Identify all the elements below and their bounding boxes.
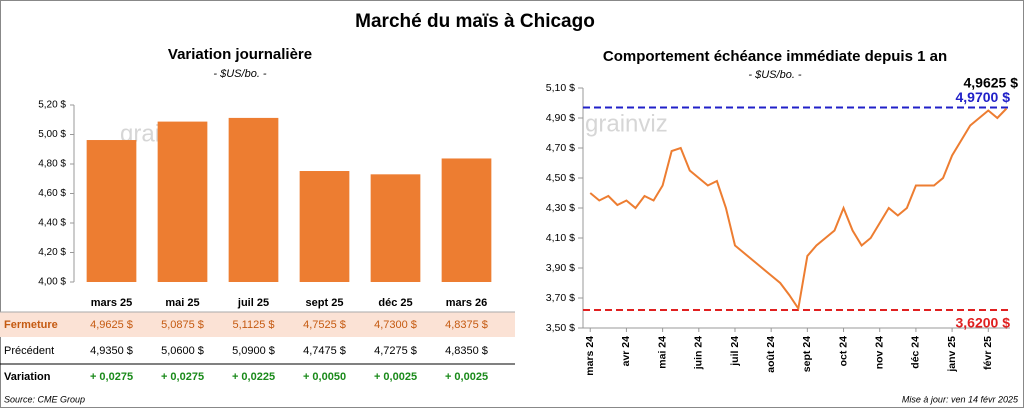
table-cell: + 0,0025 [374,371,417,383]
x-tick-label: juin 24 [693,336,705,370]
chart-title: Variation journalière [168,46,312,63]
value-label: 4,7525 $ [303,319,346,331]
bar [157,121,208,282]
y-tick-label: 4,10 $ [546,232,575,244]
row-label: Variation [4,371,51,383]
y-tick-label: 4,70 $ [546,142,575,154]
table-cell: 5,0600 $ [161,345,204,357]
x-tick-label: déc 25 [378,297,412,309]
x-tick-label: mars 24 [584,336,596,376]
x-tick-label: févr 25 [982,336,994,370]
x-tick-label: sept 24 [801,336,813,372]
x-tick-label: juil 25 [237,297,269,309]
value-label: 4,7300 $ [374,319,417,331]
y-tick-label: 4,40 $ [38,218,66,229]
x-tick-label: nov 24 [874,336,886,369]
watermark: grainviz [585,110,668,137]
y-tick-label: 4,60 $ [38,188,66,199]
y-tick-label: 5,20 $ [38,100,66,111]
table-cell: 4,7475 $ [303,345,346,357]
bar [370,174,421,282]
table-cell: + 0,0225 [232,371,275,383]
x-tick-label: mars 26 [446,297,488,309]
y-tick-label: 5,00 $ [38,129,66,140]
bar [299,171,350,282]
y-tick-label: 4,90 $ [546,112,575,124]
table-cell: + 0,0275 [161,371,204,383]
table-cell: + 0,0025 [445,371,488,383]
value-label: 5,0875 $ [161,319,204,331]
updated: Mise à jour: ven 14 févr 2025 [902,394,1019,404]
x-tick-label: déc 24 [910,336,922,369]
y-tick-label: 4,80 $ [38,159,66,170]
table-cell: 4,9350 $ [90,345,133,357]
value-label: 4,8375 $ [445,319,488,331]
value-label: 4,9625 $ [90,319,133,331]
y-tick-label: 3,90 $ [546,262,575,274]
chart-subtitle: - $US/bo. - [213,68,267,80]
x-tick-label: mai 24 [656,336,668,369]
table-cell: + 0,0050 [303,371,346,383]
y-tick-label: 4,20 $ [38,247,66,258]
main-title: Marché du maïs à Chicago [355,11,595,32]
reference-label: 3,6200 $ [956,315,1011,331]
x-tick-label: sept 25 [306,297,344,309]
fermeture-row-bg [0,312,515,337]
x-tick-label: oct 24 [837,336,849,367]
table-cell: 4,7275 $ [374,345,417,357]
reference-label: 4,9700 $ [956,89,1011,105]
x-tick-label: mars 25 [91,297,133,309]
y-tick-label: 4,50 $ [546,172,575,184]
last-label: 4,9625 $ [964,75,1019,91]
x-tick-label: janv 25 [946,336,958,373]
y-tick-label: 3,70 $ [546,292,575,304]
x-tick-label: avr 24 [620,336,632,367]
bar [441,158,492,282]
value-label: 5,1125 $ [232,319,274,331]
table-cell: + 0,0275 [90,371,133,383]
bar [86,140,137,282]
chart-title: Comportement échéance immédiate depuis 1… [603,48,947,65]
chart-subtitle: - $US/bo. - [748,69,802,81]
y-tick-label: 4,00 $ [38,277,66,288]
x-tick-label: août 24 [765,336,777,373]
price-line [589,107,1008,312]
y-tick-label: 4,30 $ [546,202,575,214]
table-cell: 5,0900 $ [232,345,275,357]
bar [228,117,279,282]
row-label: Fermeture [4,319,58,331]
y-tick-label: 3,50 $ [546,322,575,334]
table-cell: 4,8350 $ [445,345,488,357]
x-tick-label: mai 25 [165,297,199,309]
source: Source: CME Group [4,394,85,404]
y-tick-label: 5,10 $ [546,82,575,94]
row-label: Précédent [4,345,54,357]
x-tick-label: juil 24 [729,336,741,367]
